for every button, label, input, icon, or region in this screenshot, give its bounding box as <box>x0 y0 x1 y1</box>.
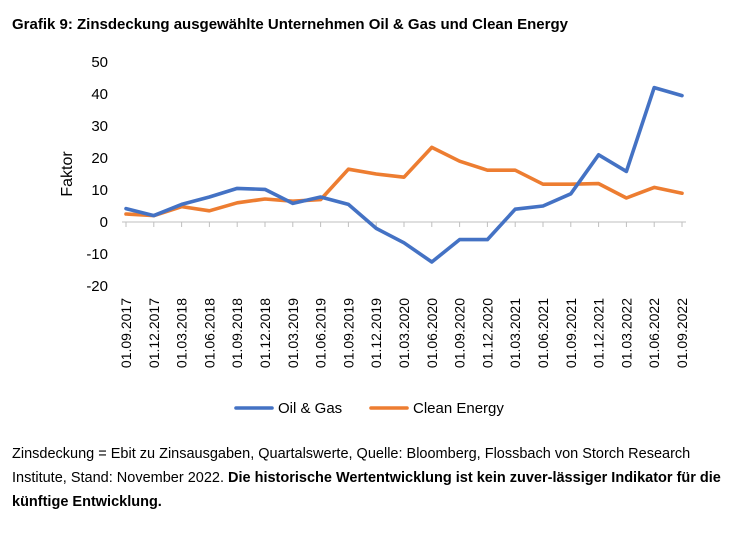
x-tick-label: 01.03.2018 <box>174 298 190 368</box>
x-tick-label: 01.12.2018 <box>257 298 273 368</box>
x-axis <box>122 221 686 227</box>
x-tick-label: 01.03.2019 <box>285 298 301 368</box>
x-tick-label: 01.06.2021 <box>535 298 551 368</box>
x-tick-labels: 01.09.2017 01.12.2017 01.03.2018 01.06.2018… <box>118 298 690 368</box>
series-line-clean-energy <box>124 145 684 218</box>
y-tick-label: -10 <box>86 246 108 263</box>
x-tick-label: 01.06.2019 <box>313 298 329 368</box>
footnote: Zinsdeckung = Ebit zu Zinsausgaben, Quar… <box>12 442 737 514</box>
x-tick-label: 01.03.2022 <box>618 298 634 368</box>
x-tick-label: 01.03.2021 <box>507 298 523 368</box>
x-tick-label: 01.06.2018 <box>201 298 217 368</box>
x-tick-label: 01.12.2019 <box>368 298 384 368</box>
x-tick-label: 01.12.2017 <box>146 298 162 368</box>
legend-label: Oil & Gas <box>278 400 342 417</box>
x-tick-label: 01.09.2017 <box>118 298 134 368</box>
y-tick-label: -20 <box>86 278 108 295</box>
x-tick-label: 01.06.2022 <box>646 298 662 368</box>
x-tick-label: 01.09.2022 <box>674 298 690 368</box>
footnote-disclaimer: Die historische Wertentwicklung ist kein… <box>12 470 721 510</box>
x-tick-label: 01.09.2021 <box>563 298 579 368</box>
y-tick-label: 50 <box>91 54 108 71</box>
chart-title: Grafik 9: Zinsdeckung ausgewählte Untern… <box>12 16 568 33</box>
y-tick-label: 30 <box>91 118 108 135</box>
line-chart: Faktor -20 -10 0 10 20 30 40 50 01.09.2017 01.12… <box>59 54 690 417</box>
x-tick-label: 01.09.2018 <box>229 298 245 368</box>
series-lines <box>124 85 684 264</box>
legend: Oil & Gas Clean Energy <box>234 400 504 417</box>
y-axis-label: Faktor <box>59 151 76 197</box>
series-line-oil-gas <box>124 85 684 264</box>
x-tick-label: 01.09.2020 <box>452 298 468 368</box>
y-tick-labels: -20 -10 0 10 20 30 40 50 <box>86 54 108 295</box>
y-tick-label: 10 <box>91 182 108 199</box>
y-tick-label: 40 <box>91 86 108 103</box>
footnote-text: Zinsdeckung = Ebit zu Zinsausgaben, Quar… <box>12 446 691 486</box>
legend-label: Clean Energy <box>413 400 504 417</box>
x-tick-label: 01.12.2021 <box>591 298 607 368</box>
y-tick-label: 20 <box>91 150 108 167</box>
x-tick-label: 01.03.2020 <box>396 298 412 368</box>
x-tick-label: 01.09.2019 <box>340 298 356 368</box>
x-tick-label: 01.06.2020 <box>424 298 440 368</box>
y-tick-label: 0 <box>100 214 108 231</box>
x-tick-label: 01.12.2020 <box>479 298 495 368</box>
